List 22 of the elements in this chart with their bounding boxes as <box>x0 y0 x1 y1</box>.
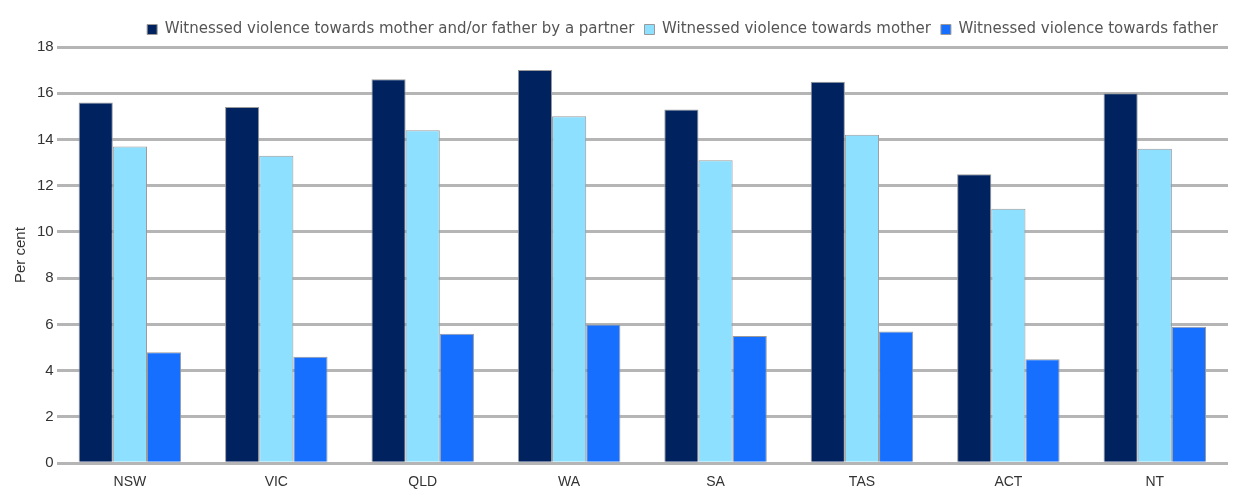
x-tick-label: SA <box>706 473 726 490</box>
x-tick-label: VIC <box>264 473 288 490</box>
y-tick-label: 4 <box>45 360 54 378</box>
x-tick-label: ACT <box>994 473 1023 490</box>
x-tick-label: WA <box>558 473 581 490</box>
legend-label: Witnessed violence towards mother and/or father by a partner <box>164 19 636 38</box>
y-tick-label: 0 <box>45 453 54 471</box>
y-tick-label: 18 <box>37 37 54 55</box>
x-tick-label: NT <box>1145 473 1165 490</box>
legend-label: Witnessed violence towards mother <box>662 19 932 38</box>
legend-label: Witnessed violence towards father <box>958 19 1219 38</box>
x-tick-label: TAS <box>848 473 876 490</box>
y-tick-label: 12 <box>37 175 54 193</box>
y-tick-label: 10 <box>37 222 54 240</box>
y-axis-title: Per cent <box>11 226 29 284</box>
y-tick-label: 14 <box>37 129 54 147</box>
x-tick-label: QLD <box>408 473 438 490</box>
y-tick-label: 6 <box>45 314 54 332</box>
y-tick-label: 8 <box>45 268 54 286</box>
x-tick-label: NSW <box>113 473 147 490</box>
y-tick-label: 2 <box>45 407 54 425</box>
y-tick-label: 16 <box>37 83 54 101</box>
